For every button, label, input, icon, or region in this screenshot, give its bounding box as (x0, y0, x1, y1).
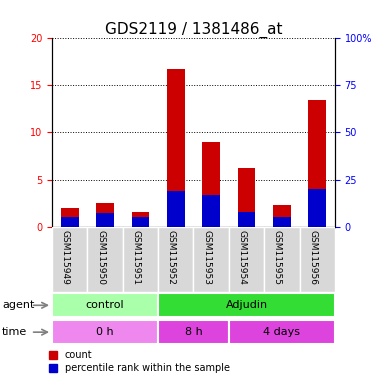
Text: agent: agent (2, 300, 34, 310)
FancyBboxPatch shape (193, 227, 229, 292)
FancyBboxPatch shape (300, 227, 335, 292)
FancyBboxPatch shape (229, 227, 264, 292)
Bar (308, 99, 326, 227)
FancyBboxPatch shape (229, 320, 335, 344)
Text: GSM115950: GSM115950 (96, 230, 105, 285)
Bar (238, 168, 255, 227)
Text: GSM115951: GSM115951 (131, 230, 141, 285)
Text: time: time (2, 327, 27, 337)
Text: 0 h: 0 h (96, 327, 114, 337)
FancyBboxPatch shape (52, 293, 158, 317)
FancyBboxPatch shape (52, 320, 158, 344)
Bar (273, 217, 291, 227)
Bar (132, 217, 149, 227)
Text: control: control (86, 300, 124, 310)
FancyBboxPatch shape (158, 320, 229, 344)
Bar (308, 189, 326, 227)
FancyBboxPatch shape (87, 227, 123, 292)
Text: GSM115952: GSM115952 (167, 230, 176, 285)
Bar (61, 208, 79, 227)
Bar (132, 212, 149, 227)
Bar (167, 68, 185, 227)
Text: GSM115954: GSM115954 (238, 230, 246, 285)
Bar (202, 142, 220, 227)
Title: GDS2119 / 1381486_at: GDS2119 / 1381486_at (105, 22, 282, 38)
Bar (96, 203, 114, 227)
Text: 8 h: 8 h (184, 327, 203, 337)
Bar (202, 195, 220, 227)
Text: GSM115955: GSM115955 (273, 230, 282, 285)
FancyBboxPatch shape (123, 227, 158, 292)
Bar (273, 205, 291, 227)
Bar (167, 191, 185, 227)
Text: GSM115956: GSM115956 (308, 230, 317, 285)
Text: 4 days: 4 days (263, 327, 300, 337)
Bar (96, 214, 114, 227)
FancyBboxPatch shape (52, 227, 87, 292)
Bar (61, 217, 79, 227)
Text: Adjudin: Adjudin (226, 300, 268, 310)
FancyBboxPatch shape (158, 227, 193, 292)
Bar (238, 212, 255, 227)
Text: GSM115953: GSM115953 (202, 230, 211, 285)
FancyBboxPatch shape (264, 227, 300, 292)
Text: GSM115949: GSM115949 (61, 230, 70, 285)
FancyBboxPatch shape (158, 293, 335, 317)
Legend: count, percentile rank within the sample: count, percentile rank within the sample (49, 351, 230, 373)
